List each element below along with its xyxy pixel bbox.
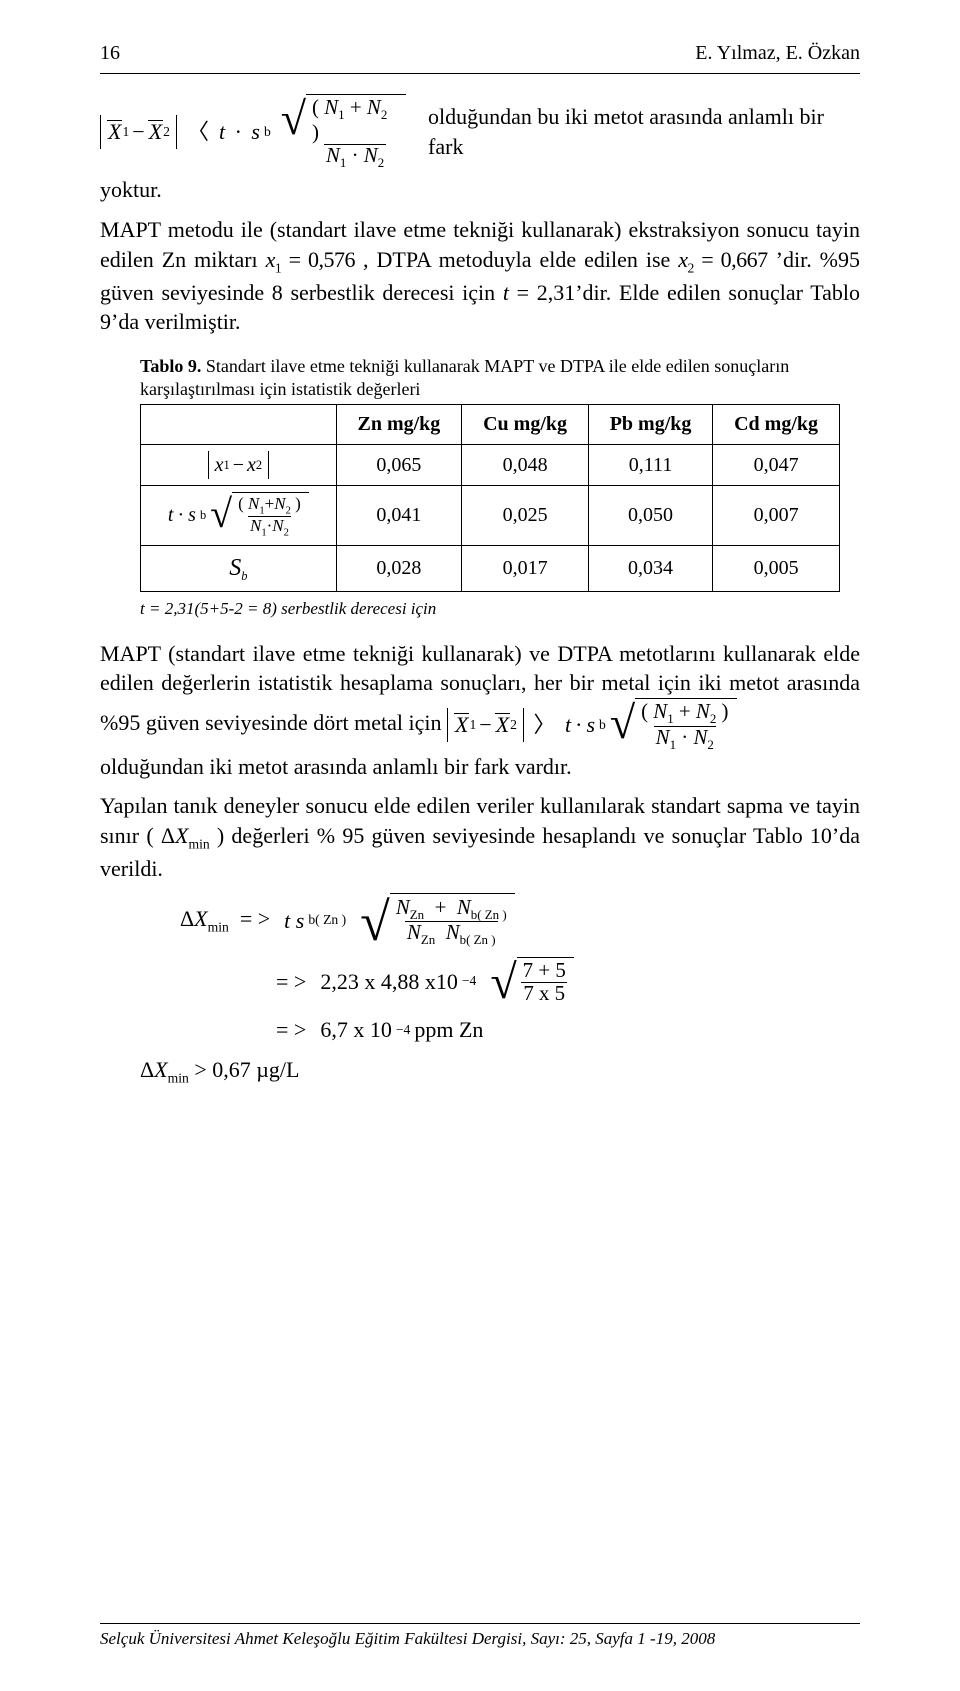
eq2-frac-num: 7 + 5 bbox=[521, 960, 568, 982]
cell: 0,005 bbox=[713, 545, 840, 591]
delta-x-min-derivation: ΔXmin = > t sb( Zn ) √ NZn + Nb( Zn ) NZ… bbox=[180, 893, 860, 1087]
table-row: x1−x2 0,065 0,048 0,111 0,047 bbox=[141, 445, 840, 486]
header-rule bbox=[100, 73, 860, 74]
para2-b: olduğundan iki metot arasında anlamlı bi… bbox=[100, 754, 572, 779]
cell: 0,065 bbox=[336, 445, 462, 486]
table9-caption-text: Standart ilave etme tekniği kullanarak M… bbox=[140, 356, 789, 399]
cell: 0,047 bbox=[713, 445, 840, 486]
para3-b: ) değerleri % 95 güven seviyesinde hesap… bbox=[100, 823, 860, 881]
cell: 0,048 bbox=[462, 445, 589, 486]
sqrt-N-fraction: √ ( N1 + N2 ) N1 · N2 bbox=[281, 94, 406, 169]
table9-caption-label: Tablo 9. bbox=[140, 356, 201, 376]
cell: 0,017 bbox=[462, 545, 589, 591]
intro-right-text: olduğundan bu iki metot arasında anlamlı… bbox=[428, 102, 860, 161]
col-zn: Zn mg/kg bbox=[336, 405, 462, 445]
cell: 0,041 bbox=[336, 486, 462, 546]
footer-rule bbox=[100, 1623, 860, 1624]
abs-X1-X2: X1 − X2 bbox=[100, 115, 177, 149]
cell: 0,025 bbox=[462, 486, 589, 546]
eq3-lead: = > bbox=[276, 1015, 306, 1045]
header-authors: E. Yılmaz, E. Özkan bbox=[695, 40, 860, 67]
eq-line-3: = > 6,7 x 10−4 ppm Zn bbox=[276, 1015, 860, 1045]
table9-corner bbox=[141, 405, 337, 445]
cell: 0,050 bbox=[588, 486, 712, 546]
cell: 0,111 bbox=[588, 445, 712, 486]
inequality-no-diff: X1 − X2 〈 t · sb √ ( N1 + N2 ) N1 · N2 o… bbox=[100, 94, 860, 169]
radical-icon: √ bbox=[281, 96, 306, 171]
eq3-tail: ppm Zn bbox=[414, 1015, 483, 1045]
t-value-inline: t bbox=[503, 280, 509, 305]
eq2-lead: = > bbox=[276, 967, 306, 997]
running-head: 16 E. Yılmaz, E. Özkan bbox=[100, 40, 860, 67]
table-row: t·sb √ ( N1+N2 ) N1·N2 0,041 0,025 0,050 bbox=[141, 486, 840, 546]
paragraph-1: MAPT metodu ile (standart ilave etme tek… bbox=[100, 215, 860, 337]
eq3-exp: −4 bbox=[396, 1021, 411, 1039]
eq2-frac-den: 7 x 5 bbox=[521, 982, 567, 1005]
x2-value: x2 = 0,667 bbox=[678, 247, 767, 272]
row1-label: x1−x2 bbox=[141, 445, 337, 486]
col-cd: Cd mg/kg bbox=[713, 405, 840, 445]
page-footer: Selçuk Üniversitesi Ahmet Keleşoğlu Eğit… bbox=[100, 1623, 860, 1651]
langle-icon: 〈 bbox=[187, 117, 209, 147]
inequality-diff: X1 − X2 〉 t·sb √ ( N1 + N2 ) N1 · N2 bbox=[447, 698, 736, 752]
cell: 0,028 bbox=[336, 545, 462, 591]
paragraph-2: MAPT (standart ilave etme tekniği kullan… bbox=[100, 639, 860, 782]
cell: 0,007 bbox=[713, 486, 840, 546]
eq3-mantissa: 6,7 x 10 bbox=[320, 1015, 392, 1045]
table9-header-row: Zn mg/kg Cu mg/kg Pb mg/kg Cd mg/kg bbox=[141, 405, 840, 445]
t-sb: t · sb bbox=[219, 117, 271, 147]
para1-b: , DTPA metoduyla elde edilen ise bbox=[363, 247, 678, 272]
row3-label: Sb bbox=[141, 545, 337, 591]
eq-line-2: = > 2,23 x 4,88 x10−4 √ 7 + 5 7 x 5 bbox=[276, 957, 860, 1005]
row2-label: t·sb √ ( N1+N2 ) N1·N2 bbox=[141, 486, 337, 546]
page: 16 E. Yılmaz, E. Özkan X1 − X2 〈 t · sb … bbox=[0, 0, 960, 1691]
table9: Zn mg/kg Cu mg/kg Pb mg/kg Cd mg/kg x1−x… bbox=[140, 404, 840, 592]
table-row: Sb 0,028 0,017 0,034 0,005 bbox=[141, 545, 840, 591]
eq2-exp: −4 bbox=[462, 972, 477, 990]
eq-line-1: ΔXmin = > t sb( Zn ) √ NZn + Nb( Zn ) NZ… bbox=[180, 893, 860, 947]
col-cu: Cu mg/kg bbox=[462, 405, 589, 445]
eq-line-4: ΔXmin > 0,67 µg/L bbox=[140, 1055, 860, 1088]
footer-text: Selçuk Üniversitesi Ahmet Keleşoğlu Eğit… bbox=[100, 1629, 715, 1648]
intro-line2: yoktur. bbox=[100, 175, 860, 205]
table9-caption: Tablo 9. Standart ilave etme tekniği kul… bbox=[140, 355, 820, 400]
col-pb: Pb mg/kg bbox=[588, 405, 712, 445]
x1-value: x1 = 0,576 bbox=[266, 247, 355, 272]
eq2-mantissa: 2,23 x 4,88 x10 bbox=[320, 967, 458, 997]
cell: 0,034 bbox=[588, 545, 712, 591]
delta-x-min: ΔXmin bbox=[161, 823, 210, 848]
page-number: 16 bbox=[100, 40, 120, 67]
table9-footnote: t = 2,31(5+5-2 = 8) serbestlik derecesi … bbox=[140, 598, 860, 621]
footnote-rest: = 2,31(5+5-2 = 8) serbestlik derecesi iç… bbox=[145, 599, 437, 618]
paragraph-3: Yapılan tanık deneyler sonucu elde edile… bbox=[100, 791, 860, 883]
